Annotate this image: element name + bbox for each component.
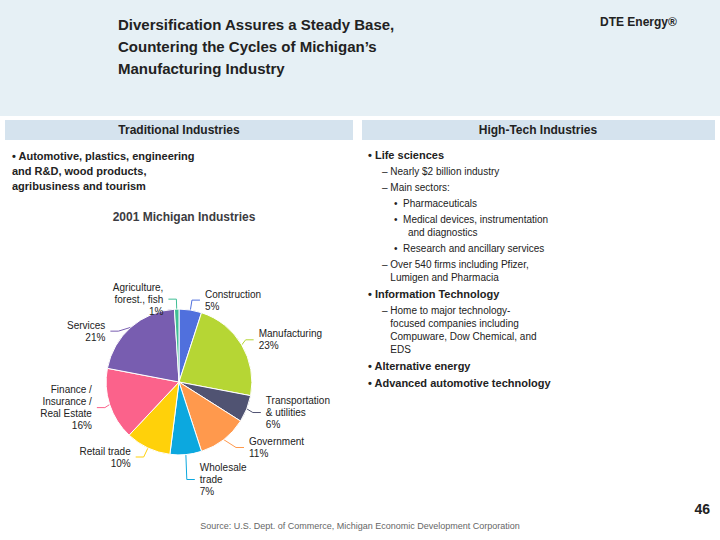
svg-text:23%: 23% (259, 340, 279, 351)
svg-text:forest., fish: forest., fish (114, 294, 163, 305)
svg-text:High-Tech Industries: High-Tech Industries (479, 123, 598, 137)
svg-text:• Advanced automotive technolo: • Advanced automotive technology (368, 377, 551, 389)
svg-text:Manufacturing: Manufacturing (259, 328, 322, 339)
svg-text:Lumigen and Pharmacia: Lumigen and Pharmacia (382, 272, 499, 283)
svg-text:Government: Government (249, 436, 304, 447)
svg-text:• Life sciences: • Life sciences (368, 149, 444, 161)
svg-text:– Over 540 firms including Pfi: – Over 540 firms including Pfizer, (382, 259, 529, 270)
svg-text:Source: U.S. Dept. of Commerce: Source: U.S. Dept. of Commerce, Michigan… (200, 521, 520, 531)
svg-text:Diversification Assures a Stea: Diversification Assures a Steady Base, (118, 16, 394, 33)
svg-text:Services: Services (67, 320, 105, 331)
svg-text:Construction: Construction (205, 289, 261, 300)
svg-text:Agriculture,: Agriculture, (113, 282, 164, 293)
svg-text:1%: 1% (149, 306, 164, 317)
svg-text:focused companies including: focused companies including (382, 318, 519, 329)
svg-text:6%: 6% (266, 419, 281, 430)
svg-text:21%: 21% (85, 332, 105, 343)
svg-text:• Medical devices, instrument: • Medical devices, instrumentation (394, 214, 548, 225)
svg-text:• Pharmaceuticals: • Pharmaceuticals (394, 198, 477, 209)
svg-text:Compuware, Dow Chemical, and: Compuware, Dow Chemical, and (382, 331, 537, 342)
svg-text:– Nearly $2 billion industry: – Nearly $2 billion industry (382, 166, 499, 177)
svg-text:Manufacturing Industry: Manufacturing Industry (118, 60, 285, 77)
svg-text:7%: 7% (200, 486, 215, 497)
svg-text:Wholesale: Wholesale (200, 462, 247, 473)
svg-text:11%: 11% (249, 448, 268, 459)
svg-text:– Home to major technology-: – Home to major technology- (382, 305, 510, 316)
svg-text:EDS: EDS (382, 344, 411, 355)
svg-text:Insurance /: Insurance / (42, 396, 92, 407)
svg-text:and diagnostics: and diagnostics (394, 227, 477, 238)
svg-text:• Research and ancillary serv: • Research and ancillary services (394, 243, 544, 254)
svg-text:10%: 10% (111, 458, 131, 469)
svg-text:5%: 5% (205, 301, 220, 312)
svg-text:agribusiness and tourism: agribusiness and tourism (12, 180, 146, 192)
svg-text:46: 46 (694, 501, 710, 517)
svg-text:Countering the Cycles of Michi: Countering the Cycles of Michigan’s (118, 38, 377, 55)
svg-text:and R&D, wood products,: and R&D, wood products, (12, 165, 146, 177)
svg-text:Finance /: Finance / (51, 384, 92, 395)
svg-text:– Main sectors:: – Main sectors: (382, 182, 450, 193)
svg-text:Traditional Industries: Traditional Industries (118, 123, 240, 137)
svg-text:• Alternative energy: • Alternative energy (368, 360, 471, 372)
svg-text:DTE Energy®: DTE Energy® (600, 15, 677, 29)
svg-text:Transportation: Transportation (266, 395, 330, 406)
svg-text:• Information Technology: • Information Technology (368, 288, 500, 300)
svg-text:16%: 16% (72, 420, 92, 431)
svg-text:• Automotive, plastics, engine: • Automotive, plastics, engineering (12, 150, 195, 162)
svg-text:trade: trade (200, 474, 223, 485)
svg-text:2001 Michigan Industries: 2001 Michigan Industries (113, 210, 256, 224)
svg-text:& utilities: & utilities (266, 407, 306, 418)
svg-text:Real Estate: Real Estate (40, 408, 92, 419)
svg-text:Retail trade: Retail trade (80, 446, 132, 457)
